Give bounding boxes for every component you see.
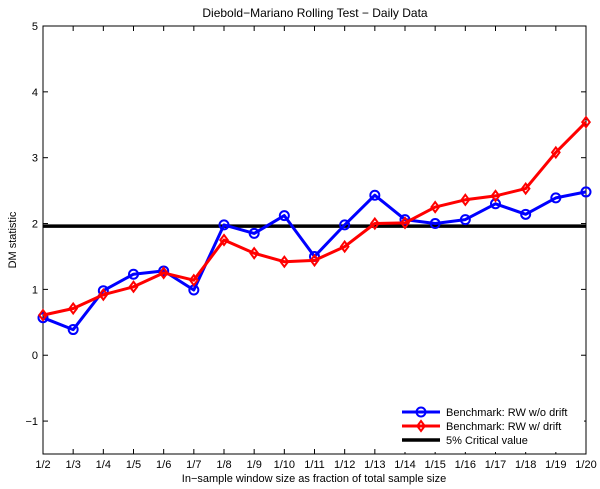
data-point <box>279 255 290 269</box>
data-point <box>248 227 260 239</box>
series-layer <box>37 115 592 336</box>
y-tick-label: 2 <box>32 219 38 231</box>
x-axis-label: In−sample window size as fraction of tot… <box>182 473 446 485</box>
x-tick-label: 1/18 <box>515 459 536 471</box>
legend-marker <box>415 406 427 418</box>
x-axis: 1/2 1/3 1/4 1/5 1/6 1/7 1/8 1/9 1/10 1/11 1/12 1/13… <box>35 26 597 471</box>
x-tick-label: 1/13 <box>364 459 385 471</box>
data-point <box>581 115 591 129</box>
x-tick-label: 1/15 <box>424 459 445 471</box>
data-point <box>550 192 562 204</box>
data-point <box>580 186 592 198</box>
data-point <box>37 312 49 324</box>
y-tick-label: 1 <box>32 284 38 296</box>
y-tick-label: 5 <box>32 21 38 33</box>
x-tick-label: 1/5 <box>126 459 141 471</box>
x-tick-label: 1/7 <box>186 459 201 471</box>
x-tick-label: 1/2 <box>35 459 50 471</box>
data-point <box>219 233 229 247</box>
data-point <box>249 246 260 260</box>
y-axis-label: DM statistic <box>7 211 19 268</box>
x-tick-label: 1/9 <box>247 459 262 471</box>
x-tick-label: 1/11 <box>304 459 325 471</box>
x-tick-label: 1/4 <box>96 459 111 471</box>
data-point <box>460 193 471 207</box>
x-tick-label: 1/14 <box>394 459 415 471</box>
data-point <box>158 266 169 280</box>
data-point <box>520 181 531 196</box>
data-point <box>128 280 139 294</box>
x-tick-label: 1/10 <box>274 459 295 471</box>
data-point <box>459 214 471 226</box>
data-point <box>550 145 561 160</box>
data-point <box>400 216 410 230</box>
data-point <box>68 301 79 316</box>
data-point <box>490 189 501 203</box>
x-tick-label: 1/8 <box>216 459 231 471</box>
x-tick-label: 1/19 <box>545 459 566 471</box>
data-point <box>278 210 290 222</box>
legend-label: Benchmark: RW w/ drift <box>446 421 561 433</box>
x-tick-label: 1/20 <box>575 459 596 471</box>
plot-area <box>42 25 587 455</box>
data-point <box>309 253 320 268</box>
x-tick-label: 1/12 <box>334 459 355 471</box>
x-tick-label: 1/16 <box>455 459 476 471</box>
x-tick-label: 1/6 <box>156 459 171 471</box>
y-tick-label: −1 <box>25 416 38 428</box>
data-point <box>429 218 441 230</box>
y-tick-label: 0 <box>32 350 38 362</box>
legend-marker <box>416 419 426 433</box>
x-tick-label: 1/17 <box>485 459 506 471</box>
data-point <box>369 216 380 231</box>
legend-label: Benchmark: RW w/o drift <box>446 407 567 419</box>
data-point <box>339 219 351 231</box>
data-point <box>218 219 230 231</box>
data-point <box>67 324 79 336</box>
data-point <box>128 268 139 280</box>
legend: Benchmark: RW w/o drift Benchmark: RW w/ … <box>398 402 584 452</box>
legend-label: 5% Critical value <box>446 435 528 447</box>
data-point <box>188 273 199 287</box>
y-tick-label: 4 <box>32 87 38 99</box>
series-line-1 <box>42 121 588 317</box>
chart-title: Diebold−Mariano Rolling Test − Daily Dat… <box>202 6 428 20</box>
data-point <box>520 208 532 220</box>
data-point <box>38 308 48 322</box>
x-tick-label: 1/3 <box>66 459 81 471</box>
data-point <box>98 287 109 302</box>
y-axis: −1 0 1 2 3 4 5 <box>25 21 586 428</box>
y-tick-label: 3 <box>32 153 38 165</box>
data-point <box>430 200 441 214</box>
data-point <box>339 239 350 254</box>
data-point <box>369 189 381 201</box>
